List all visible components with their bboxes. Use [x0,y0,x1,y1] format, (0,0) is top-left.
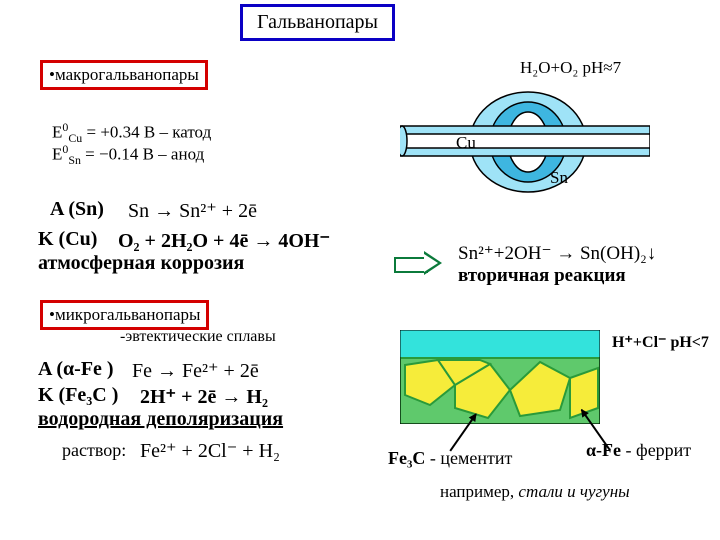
anode1-label: A (Sn) [50,198,104,221]
microstructure-diagram [400,330,610,430]
anode2-label: A (α-Fe ) [38,358,114,381]
secondary-label: вторичная реакция [458,265,626,287]
anode1-eq: Sn → Sn²⁺ + 2ē [128,198,257,223]
cu-label: Cu [456,133,476,153]
anode2-eq: Fe → Fe²⁺ + 2ē [132,358,259,383]
cathode2-label: K (Fe₃C ) [38,384,118,407]
depol: водородная деполяризация [38,408,283,431]
page-title: Гальванопары [240,4,395,41]
corrosion1: атмосферная коррозия [38,252,244,275]
solution-eq: Fe²⁺ + 2Cl⁻ + H₂ [140,438,280,463]
cathode1-eq: O₂ + 2H₂O + 4ē → 4OH⁻ [118,228,330,253]
example-text: например, стали и чугуны [440,482,630,502]
micro-sub: -эвтектические сплавы [120,328,276,346]
fe3c-label: Fe₃C - цементит [388,448,512,469]
pipe-diagram [400,80,660,210]
secondary-eq: Sn²⁺+2OH⁻ → Sn(OH)₂↓ [458,242,656,265]
env-micro: H⁺+Cl⁻ pH<7 [612,332,709,352]
macro-heading-text: макрогальванопары [55,65,199,84]
env-top: H₂O+O₂ pH≈7 [520,58,621,78]
reaction-arrow-icon [394,253,442,273]
cathode1-label: K (Cu) [38,228,97,251]
micro-heading: •микрогальванопары [40,300,209,330]
e0-sn: E0Sn = −0.14 В – анод [52,142,204,168]
solution-pre: раствор: [62,440,126,461]
cathode2-eq: 2H⁺ + 2ē → H₂ [140,384,268,409]
sn-label: Sn [550,168,568,188]
micro-heading-text: микрогальванопары [55,305,201,324]
macro-heading: •макрогальванопары [40,60,208,90]
afe-label: α-Fe - феррит [586,440,691,461]
